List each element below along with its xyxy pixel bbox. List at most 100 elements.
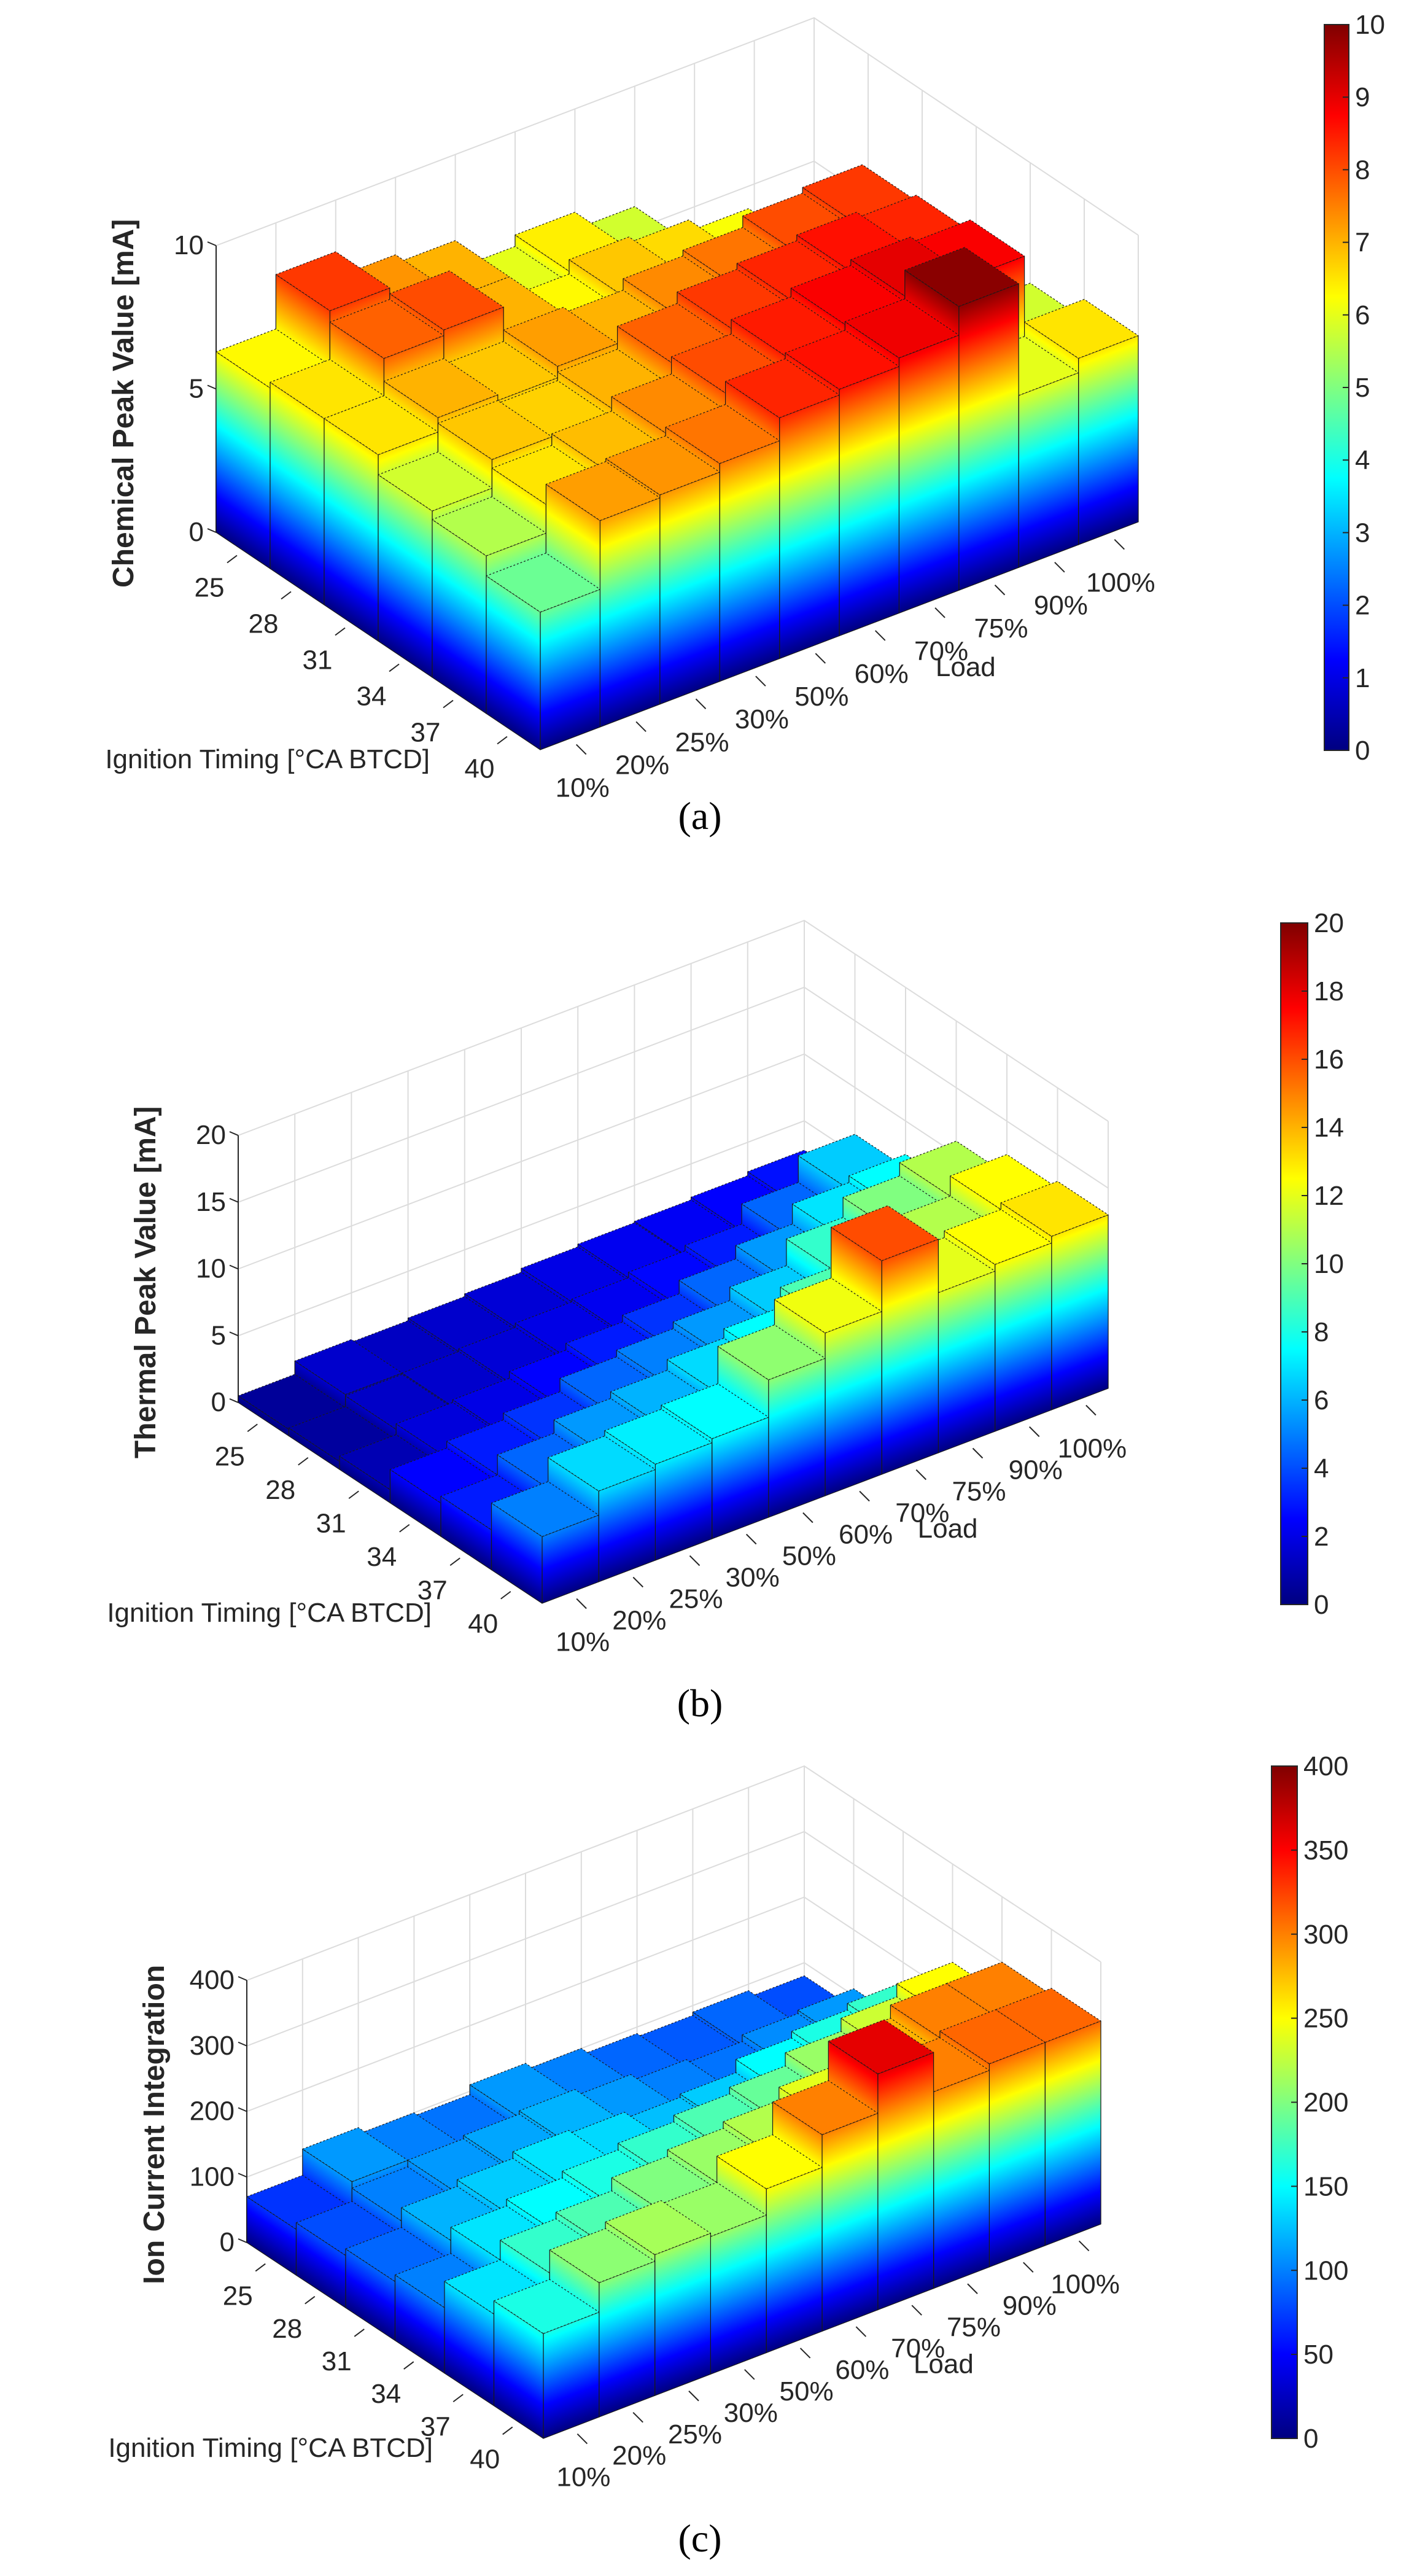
ignition-tick-label: 28 (265, 1475, 295, 1505)
load-tick-label: 60% (839, 1520, 893, 1550)
colorbar-tick-label: 10 (1355, 10, 1385, 40)
load-tick-label: 25% (669, 1584, 723, 1614)
ignition-tick-label: 25 (223, 2281, 253, 2311)
bar-top (605, 435, 720, 496)
colorbar-tick-label: 0 (1314, 1590, 1329, 1620)
bar-face-load-side (881, 1239, 939, 1475)
bar-face-load-side (599, 497, 661, 728)
bar-face-load-side (825, 1311, 882, 1496)
z-axis-title: Chemical Peak Value [mA] (107, 219, 140, 588)
bar-face-load-side (1018, 372, 1079, 568)
load-tick-label: 70% (895, 1498, 949, 1528)
load-tick-label: 50% (782, 1541, 836, 1571)
load-tick-label: 70% (891, 2333, 945, 2364)
bar (493, 2279, 600, 2439)
ignition-tick-label: 37 (421, 2411, 451, 2442)
colorbar-tick-label: 16 (1314, 1045, 1344, 1075)
bar-face-load-side (933, 2070, 990, 2289)
bar-top (270, 359, 385, 419)
bar-top (1000, 1181, 1109, 1237)
figure-caption: (c) (678, 2516, 721, 2560)
bar-top (294, 1339, 403, 1395)
load-tick-label: 20% (612, 1606, 666, 1636)
load-tick-label: 75% (947, 2312, 1001, 2342)
bar-face-load-side (710, 2214, 767, 2375)
bar-face-load-side (543, 2311, 600, 2439)
colorbar-tick-label: 4 (1314, 1453, 1329, 1484)
bar-face-ignition-side (215, 351, 271, 569)
bar-top (604, 1409, 713, 1465)
ignition-tick-label: 31 (322, 2346, 352, 2376)
load-tick-label: 10% (556, 1627, 610, 1657)
ignition-tick-label: 40 (470, 2444, 500, 2474)
chart-c: 010020030040010%20%25%30%50%60%70%75%90%… (108, 1751, 1348, 2560)
colorbar-tick-label: 100 (1303, 2255, 1348, 2286)
colorbar-tick-label: 0 (1355, 736, 1370, 766)
colorbar-tick-label: 400 (1303, 1751, 1348, 1781)
z-tick-label: 5 (211, 1320, 226, 1350)
colorbar-tick-label: 10 (1314, 1249, 1344, 1279)
load-tick-label: 60% (835, 2355, 889, 2385)
colorbar-tick-label: 350 (1303, 1835, 1348, 1866)
load-tick-label: 25% (675, 727, 729, 757)
bar-top (831, 1205, 939, 1261)
colorbar-tick-label: 9 (1355, 82, 1370, 112)
colorbar-tick-label: 150 (1303, 2171, 1348, 2201)
load-tick-label: 90% (1003, 2290, 1057, 2321)
bar-face-load-side (778, 394, 840, 660)
bar-top (493, 2279, 600, 2334)
z-tick-label: 100 (190, 2162, 235, 2192)
bar-face-load-side (654, 2233, 712, 2396)
bar-face-load-side (540, 589, 601, 750)
colorbar-tick-label: 18 (1314, 976, 1344, 1006)
bar-face-load-side (898, 335, 960, 614)
colorbar: 0 1 2 3 4 5 6 7 8 9 10 (1324, 10, 1385, 766)
bar-top (383, 358, 499, 418)
bar-top (275, 251, 390, 311)
bar-top (844, 298, 960, 359)
z-tick-label: 400 (190, 1965, 235, 1995)
figure-caption: (a) (678, 794, 721, 838)
load-tick-label: 20% (615, 750, 669, 780)
colorbar: 0 2 4 6 8 10 12 14 16 18 20 (1280, 908, 1344, 1620)
colorbar-tick-label: 14 (1314, 1113, 1344, 1143)
bar-top (828, 2019, 934, 2074)
bar-face-load-side (766, 2167, 823, 2353)
bars (238, 1134, 1109, 1604)
bar-face-load-side (877, 2052, 934, 2311)
x-axis-title: Load (936, 652, 996, 682)
bar-face-load-side (994, 1242, 1052, 1432)
bar-top (389, 270, 504, 330)
bar-face-load-side (938, 1270, 996, 1453)
bar-face-load-side (1044, 2020, 1101, 2246)
bar-top (503, 306, 618, 367)
colorbar-tick-label: 8 (1355, 155, 1370, 185)
bar-top (1023, 298, 1139, 359)
colorbar-tick-label: 50 (1303, 2340, 1334, 2370)
load-tick-label: 30% (726, 1563, 780, 1593)
bar-face-load-side (768, 1358, 826, 1518)
colorbar: 0 50 100 150 200 250 300 350 400 (1271, 1751, 1348, 2454)
ignition-tick-label: 34 (357, 682, 387, 712)
bar-face-ignition-side (324, 418, 379, 642)
ignition-tick-label: 31 (303, 645, 333, 675)
bar-top (661, 2182, 767, 2237)
bar-face-load-side (821, 2112, 879, 2332)
load-tick-label: 10% (556, 2462, 610, 2492)
load-tick-label: 75% (974, 613, 1028, 644)
load-tick-label: 100% (1050, 2269, 1120, 2299)
bar-top (486, 553, 601, 613)
ignition-tick-label: 34 (371, 2379, 401, 2409)
ignition-tick-label: 40 (465, 754, 495, 784)
bar-top (378, 451, 493, 512)
z-axis-title: Thermal Peak Value [mA] (130, 1106, 162, 1458)
bar-face-load-side (719, 440, 780, 682)
z-tick-label: 200 (190, 2096, 235, 2127)
load-tick-label: 25% (668, 2419, 722, 2450)
ignition-tick-label: 25 (195, 573, 225, 603)
bars (215, 164, 1139, 750)
z-tick-label: 0 (189, 517, 204, 547)
colorbar-tick-label: 7 (1355, 228, 1370, 258)
colorbar-tick-label: 6 (1314, 1385, 1329, 1415)
